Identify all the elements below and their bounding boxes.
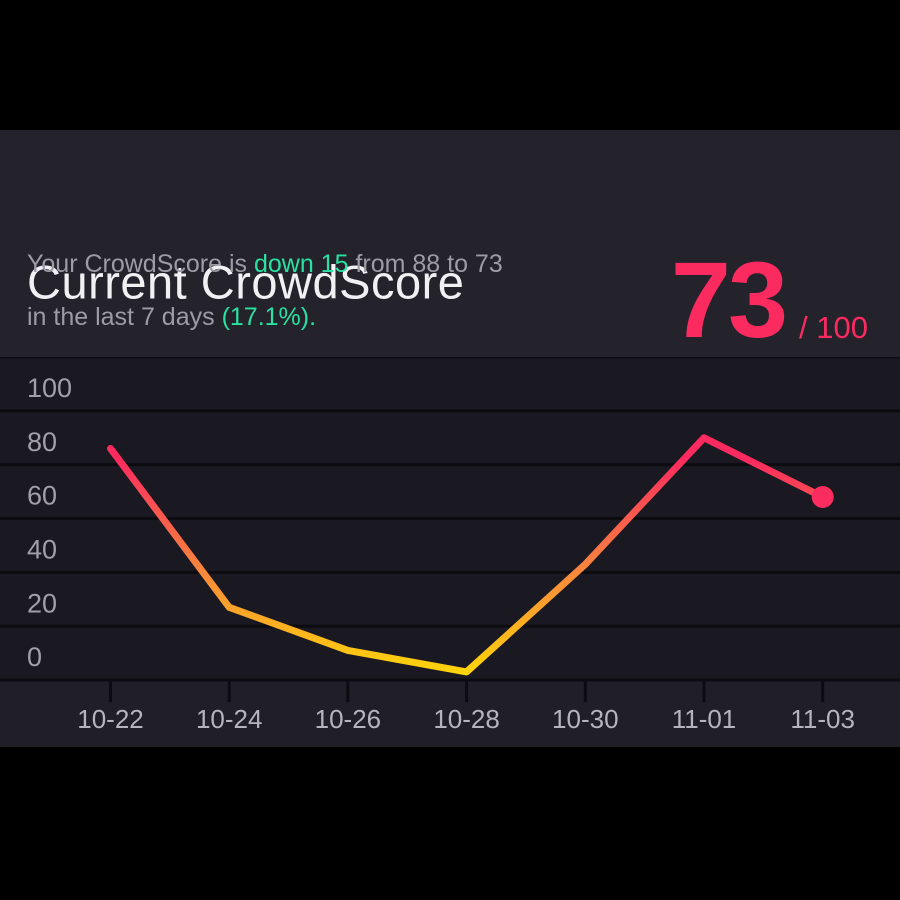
crowdscore-chart[interactable]: 100 80 60 40 20 0 10-22 10-24 10-26 10-28 10-30 11-… bbox=[0, 355, 900, 747]
x-axis-strip bbox=[0, 680, 900, 747]
score-summary: Your CrowdScore is down 15 from 88 to 73… bbox=[27, 238, 503, 344]
summary-highlight: down 15 bbox=[253, 250, 349, 278]
y-axis-tick-label: 0 bbox=[27, 642, 42, 672]
summary-line-2: in the last 7 days (17.1%). bbox=[27, 291, 503, 344]
crowdscore-card: Current CrowdScore Your CrowdScore is do… bbox=[0, 130, 900, 747]
crowdscore-chart-svg: 100 80 60 40 20 0 10-22 10-24 10-26 10-28 10-30 11-… bbox=[0, 355, 900, 747]
x-axis-tick-label: 10-28 bbox=[433, 704, 500, 734]
x-axis-tick-label: 10-30 bbox=[552, 704, 619, 734]
x-axis-tick-label: 11-01 bbox=[672, 704, 737, 734]
y-axis-tick-label: 40 bbox=[27, 534, 57, 564]
x-axis-tick-label: 10-26 bbox=[315, 704, 382, 734]
summary-text: from 88 to 73 bbox=[348, 250, 503, 278]
summary-text: Your CrowdScore is bbox=[27, 250, 254, 278]
card-title: Current CrowdScore bbox=[27, 255, 465, 309]
y-axis-tick-label: 60 bbox=[27, 481, 57, 511]
crowdscore-header: Current CrowdScore Your CrowdScore is do… bbox=[0, 130, 900, 357]
current-score-dot bbox=[811, 486, 834, 508]
summary-highlight: (17.1%). bbox=[221, 303, 317, 331]
y-axis-tick-label: 80 bbox=[27, 427, 57, 457]
summary-line-1: Your CrowdScore is down 15 from 88 to 73 bbox=[27, 238, 503, 291]
crowdscore-trend-line bbox=[107, 434, 827, 676]
score-value: 73 bbox=[670, 239, 788, 360]
score-denominator: / 100 bbox=[799, 310, 868, 345]
y-axis-tick-label: 100 bbox=[27, 373, 72, 403]
x-axis-tick-label: 11-03 bbox=[790, 704, 855, 734]
summary-text: in the last 7 days bbox=[27, 303, 222, 331]
y-axis-tick-label: 20 bbox=[27, 588, 57, 618]
x-axis-tick-label: 10-22 bbox=[77, 704, 144, 734]
x-axis-tick-label: 10-24 bbox=[196, 704, 263, 734]
score-display: 73 / 100 bbox=[671, 224, 868, 354]
